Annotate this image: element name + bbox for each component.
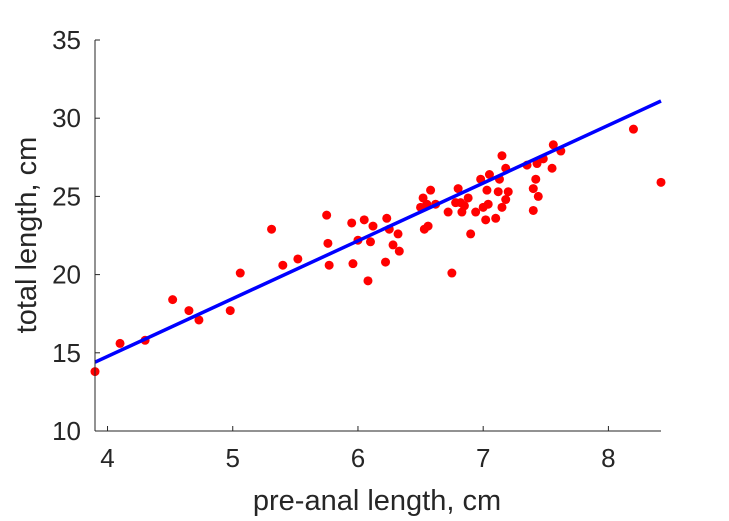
y-tick-label: 35 <box>52 25 81 55</box>
y-tick-label: 25 <box>52 181 81 211</box>
data-point <box>388 240 398 250</box>
data-point <box>482 185 492 195</box>
data-point <box>225 306 235 316</box>
data-point <box>322 210 332 220</box>
data-point <box>168 295 178 305</box>
data-point <box>656 177 666 187</box>
x-tick-label: 7 <box>476 443 490 473</box>
data-point <box>348 259 358 269</box>
y-tick-label: 30 <box>52 103 81 133</box>
data-point <box>497 202 507 212</box>
data-point <box>463 193 473 203</box>
data-point <box>194 315 204 325</box>
data-point <box>532 159 542 169</box>
data-point <box>394 246 404 256</box>
data-point <box>363 276 373 286</box>
data-point <box>497 151 507 161</box>
fit-line <box>94 99 662 364</box>
data-point <box>531 174 541 184</box>
x-tick-label: 8 <box>601 443 615 473</box>
ticks: 10 15 20 25 30 35 4 5 6 7 8 <box>52 25 616 473</box>
data-point <box>235 268 245 278</box>
data-point <box>459 201 469 211</box>
x-tick-label: 4 <box>100 443 114 473</box>
data-point <box>347 218 357 228</box>
data-point <box>491 213 501 223</box>
data-point <box>548 140 558 150</box>
data-point <box>365 237 375 247</box>
data-point <box>533 191 543 201</box>
data-point <box>501 195 511 205</box>
data-point <box>293 254 303 264</box>
data-point <box>426 185 436 195</box>
data-point <box>423 221 433 231</box>
data-point <box>471 207 481 217</box>
data-point <box>323 238 333 248</box>
data-point <box>368 221 378 231</box>
data-point <box>528 205 538 215</box>
data-point <box>466 229 476 239</box>
data-marks <box>90 99 666 377</box>
x-tick-label: 5 <box>226 443 240 473</box>
data-point <box>443 207 453 217</box>
data-point <box>447 268 457 278</box>
x-tick-label: 6 <box>351 443 365 473</box>
data-point <box>453 184 463 194</box>
data-point <box>184 306 194 316</box>
data-point <box>359 215 369 225</box>
data-point <box>381 257 391 267</box>
y-tick-label: 15 <box>52 338 81 368</box>
data-point <box>393 229 403 239</box>
data-point <box>115 338 125 348</box>
y-axis-title: total length, cm <box>11 137 43 334</box>
data-point <box>382 213 392 223</box>
data-point <box>628 124 638 134</box>
data-point <box>493 187 503 197</box>
x-axis-title: pre-anal length, cm <box>253 485 501 517</box>
data-point <box>267 224 277 234</box>
y-tick-label: 10 <box>52 416 81 446</box>
y-tick-label: 20 <box>52 260 81 290</box>
data-point <box>481 215 491 225</box>
data-point <box>547 163 557 173</box>
data-point <box>503 187 513 197</box>
data-point <box>278 260 288 270</box>
data-point <box>324 260 334 270</box>
data-point <box>528 184 538 194</box>
data-point <box>484 170 494 180</box>
data-point <box>483 199 493 209</box>
axes <box>94 40 661 432</box>
